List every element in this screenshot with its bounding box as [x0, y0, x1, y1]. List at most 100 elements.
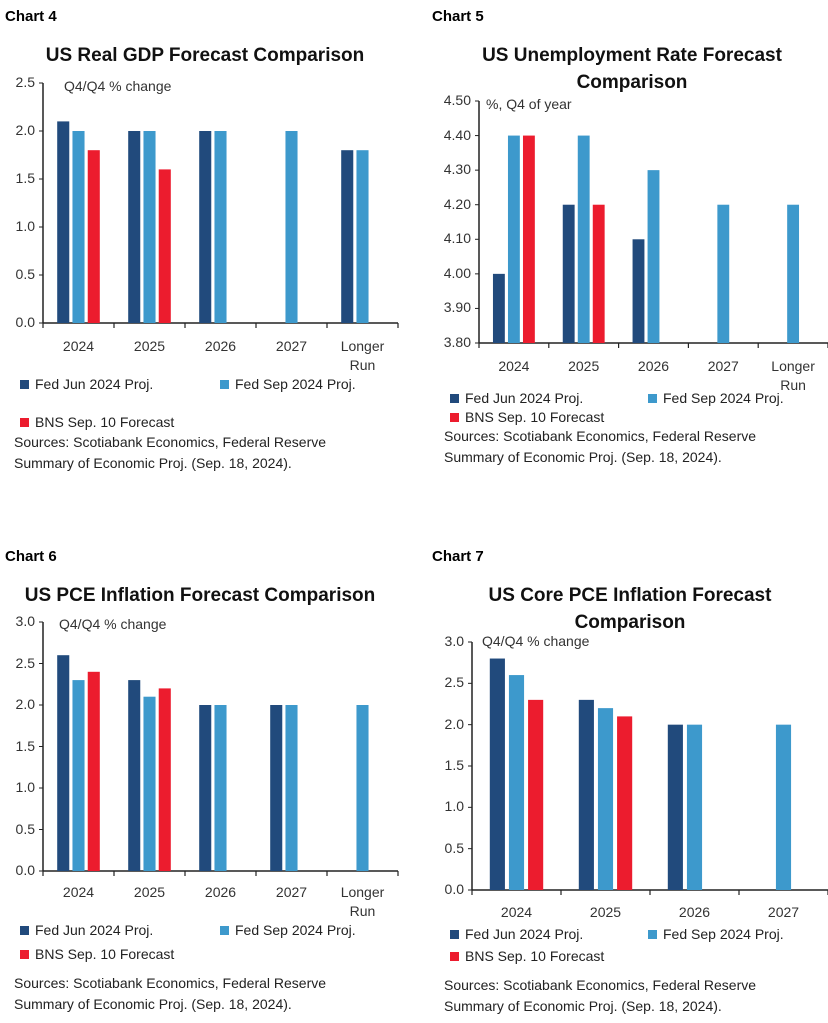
x-category-label: 2025 [568, 358, 600, 374]
chart-title: US PCE Inflation Forecast Comparison [24, 585, 376, 606]
x-category-label: 2026 [204, 338, 237, 354]
bar-fed-sep-longer-run [356, 150, 369, 323]
bar-fed-sep-2025 [143, 131, 156, 323]
x-category-label: 2027 [707, 358, 739, 374]
sources-note: Summary of Economic Proj. (Sep. 18, 2024… [14, 455, 292, 471]
sources-note: Summary of Economic Proj. (Sep. 18, 2024… [444, 449, 722, 465]
y-tick-label: 0.5 [15, 266, 35, 282]
y-tick-label: 2.5 [444, 674, 464, 691]
legend-swatch [20, 417, 29, 427]
bar-bns-2025 [592, 204, 605, 343]
y-tick-label: 2.0 [444, 715, 464, 732]
bar-fed-jun-2024 [492, 273, 505, 343]
bar-fed-jun-2026 [199, 705, 212, 871]
legend-swatch [220, 925, 229, 935]
bar-fed-sep-2027 [775, 724, 792, 890]
legend-label: BNS Sep. 10 Forecast [35, 946, 175, 962]
chart-title: US Unemployment Rate Forecast Comparison [482, 45, 782, 93]
legend-label: BNS Sep. 10 Forecast [465, 948, 605, 964]
chart-label: Chart 7 [432, 548, 484, 565]
legend-swatch [20, 949, 29, 959]
bar-bns-2025 [158, 169, 171, 323]
legend-label: Fed Jun 2024 Proj. [465, 390, 584, 406]
x-category-label: 2027 [275, 884, 308, 900]
legend-label: Fed Jun 2024 Proj. [465, 926, 584, 942]
bar-fed-jun-2027 [270, 705, 283, 871]
bar-fed-jun-2025 [562, 204, 575, 343]
y-tick-label: 1.0 [15, 779, 35, 795]
legend-swatch [220, 379, 229, 389]
sources-note: Summary of Economic Proj. (Sep. 18, 2024… [444, 998, 722, 1014]
sources-note: Sources: Scotiabank Economics, Federal R… [444, 977, 757, 993]
legend-item-fed-jun: Fed Jun 2024 Proj. [450, 390, 583, 406]
y-tick-label: 4.30 [443, 161, 471, 178]
legend-label: Fed Sep 2024 Proj. [235, 922, 356, 938]
bar-fed-jun-2025 [578, 699, 594, 890]
legend-item-fed-sep: Fed Sep 2024 Proj. [220, 922, 356, 938]
x-category-label: Longer Run [340, 884, 385, 919]
y-tick-label: 0.5 [15, 820, 35, 837]
chart-title: US Core PCE Inflation Forecast Compariso… [488, 585, 772, 633]
y-tick-label: 1.0 [444, 798, 464, 815]
bar-bns-2024 [528, 699, 544, 890]
legend-swatch [450, 929, 459, 939]
legend-swatch [648, 393, 657, 403]
unit-label: %, Q4 of year [486, 96, 572, 112]
bar-fed-sep-2027 [285, 705, 298, 871]
legend-item-bns: BNS Sep. 10 Forecast [450, 409, 604, 425]
y-tick-label: 3.90 [443, 299, 471, 316]
legend-label: BNS Sep. 10 Forecast [35, 414, 175, 430]
legend-label: BNS Sep. 10 Forecast [465, 409, 605, 425]
y-tick-label: 2.0 [15, 122, 35, 138]
bar-fed-sep-2027 [285, 131, 298, 323]
y-tick-label: 1.5 [15, 170, 35, 186]
x-category-label: 2025 [589, 904, 622, 920]
chart-label: Chart 4 [5, 8, 57, 25]
bar-fed-sep-2024 [72, 680, 85, 871]
y-tick-label: 0.0 [15, 862, 35, 878]
bar-bns-2024 [522, 135, 535, 343]
legend-swatch [450, 412, 459, 422]
y-tick-label: 0.5 [444, 839, 464, 856]
x-category-label: 2026 [637, 358, 670, 374]
bar-fed-sep-2027 [717, 204, 730, 343]
bar-fed-sep-2026 [214, 705, 227, 871]
bar-fed-sep-2026 [214, 131, 227, 323]
bar-bns-2024 [87, 671, 100, 871]
x-category-label: 2025 [133, 884, 166, 900]
sources-note: Sources: Scotiabank Economics, Federal R… [14, 975, 327, 991]
legend-label: Fed Jun 2024 Proj. [35, 922, 154, 938]
legend-item-fed-jun: Fed Jun 2024 Proj. [450, 926, 583, 942]
bar-fed-jun-2024 [57, 655, 70, 871]
chart-label: Chart 6 [5, 548, 57, 565]
y-tick-label: 2.5 [15, 74, 35, 90]
legend-item-bns: BNS Sep. 10 Forecast [20, 414, 174, 430]
y-tick-label: 4.00 [443, 264, 471, 281]
bar-fed-jun-2026 [632, 239, 645, 343]
unit-label: Q4/Q4 % change [59, 616, 167, 632]
x-category-label: 2024 [498, 358, 530, 374]
bar-fed-jun-2024 [489, 658, 505, 890]
y-tick-label: 4.40 [443, 126, 471, 143]
bar-fed-sep-2025 [143, 696, 156, 871]
bar-fed-sep-2024 [508, 675, 525, 890]
bar-fed-sep-2024 [72, 131, 85, 323]
legend-swatch [20, 379, 29, 389]
sources-note: Sources: Scotiabank Economics, Federal R… [444, 428, 757, 444]
legend-label: Fed Sep 2024 Proj. [663, 390, 784, 406]
legend-swatch [450, 951, 459, 961]
x-category-label: 2026 [204, 884, 237, 900]
y-tick-label: 1.5 [15, 737, 35, 754]
legend-item-fed-jun: Fed Jun 2024 Proj. [20, 922, 153, 938]
y-tick-label: 3.0 [444, 633, 464, 649]
bar-fed-jun-2025 [128, 131, 141, 323]
legend-label: Fed Jun 2024 Proj. [35, 376, 154, 392]
x-category-label: 2026 [678, 904, 711, 920]
legend-item-fed-sep: Fed Sep 2024 Proj. [220, 376, 356, 392]
bar-fed-jun-2025 [128, 680, 141, 871]
legend-swatch [20, 925, 29, 935]
legend-item-bns: BNS Sep. 10 Forecast [450, 948, 604, 964]
x-category-label: Longer Run [340, 338, 385, 373]
bar-fed-sep-2026 [647, 170, 660, 343]
bar-fed-sep-2024 [507, 135, 520, 343]
